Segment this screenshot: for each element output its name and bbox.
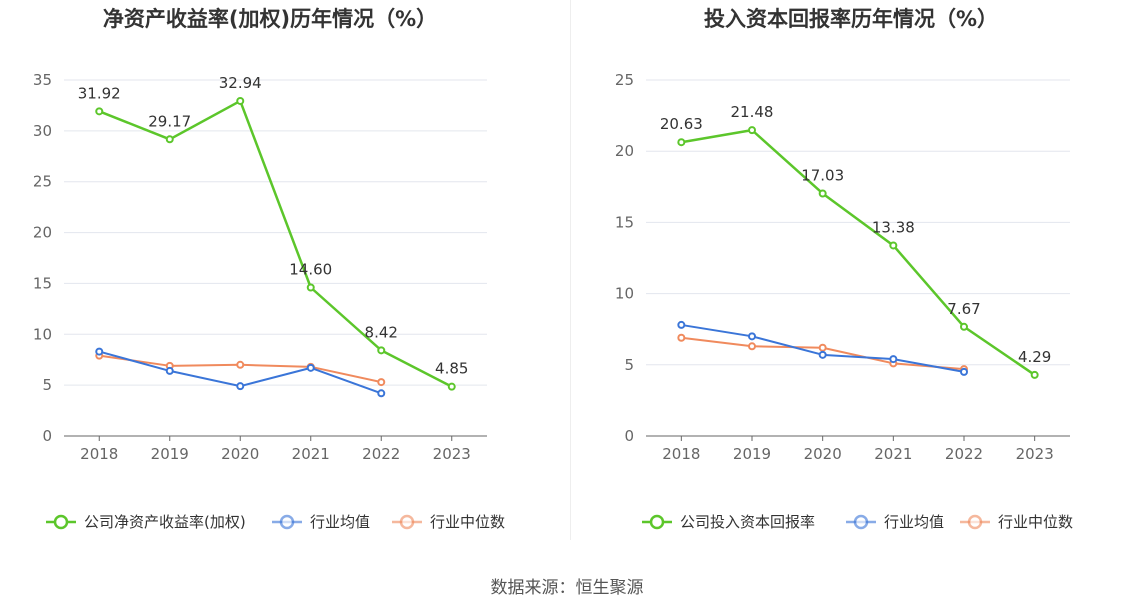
- roe-legend-item-industry_median: 行业中位数: [392, 513, 505, 531]
- roe-x-tick-label: 2020: [221, 445, 259, 463]
- roic-legend-marker-icon: [649, 514, 665, 530]
- chart-divider: [570, 0, 571, 540]
- roe-point-industry_avg: [95, 347, 104, 356]
- roe-point-industry_avg: [236, 382, 245, 391]
- roe-point-industry_median: [236, 360, 245, 369]
- roic-point-industry_avg: [748, 332, 756, 341]
- roe-y-tick-label: 35: [33, 71, 52, 89]
- roe-x-tick-label: 2019: [151, 445, 189, 463]
- roe-y-tick-label: 10: [33, 325, 52, 343]
- roe-point-company: [165, 135, 174, 144]
- roic-point-company: [677, 138, 686, 147]
- roic-data-label: 17.03: [801, 166, 844, 184]
- roic-point-industry_median: [748, 342, 756, 351]
- roic-point-industry_avg: [960, 367, 968, 376]
- roe-chart: 净资产收益率(加权)历年情况（%） 0 5 10 15 20 25 30 35 2018 2019 2…: [33, 7, 505, 531]
- roe-data-label: 4.85: [435, 360, 468, 378]
- roe-point-company: [236, 96, 245, 105]
- roe-x-tick-label: 2018: [80, 445, 118, 463]
- roic-y-tick-label: 5: [624, 356, 634, 374]
- roic-data-label: 21.48: [731, 103, 774, 121]
- roe-data-label: 32.94: [219, 74, 262, 92]
- roic-data-label: 20.63: [660, 115, 703, 133]
- roe-data-label: 14.60: [289, 260, 332, 278]
- roe-point-industry_avg: [306, 363, 315, 372]
- roic-x-tick-label: 2018: [662, 445, 700, 463]
- roe-y-tick-label: 30: [33, 122, 52, 140]
- roic-y-tick-label: 15: [615, 213, 634, 231]
- roe-legend-label: 行业均值: [310, 513, 370, 531]
- roic-y-tick-label: 20: [615, 142, 634, 160]
- roic-legend-marker-icon: [967, 514, 983, 530]
- roe-legend-marker-icon: [279, 514, 295, 530]
- roic-x-tick-label: 2023: [1016, 445, 1054, 463]
- roic-legend-label: 行业均值: [884, 513, 944, 531]
- roe-point-company: [95, 107, 104, 116]
- roic-legend-item-company: 公司投入资本回报率: [642, 513, 815, 531]
- roe-legend-item-industry_avg: 行业均值: [272, 513, 370, 531]
- roe-point-industry_avg: [377, 389, 386, 398]
- roic-point-industry_avg: [818, 350, 827, 359]
- roic-point-company: [889, 241, 898, 250]
- roic-data-label: 4.29: [1018, 348, 1051, 366]
- data-source-caption: 数据来源：恒生聚源: [490, 578, 644, 598]
- roe-x-tick-label: 2023: [433, 445, 471, 463]
- roe-x-tick-label: 2021: [292, 445, 330, 463]
- roe-legend-marker-icon: [399, 514, 415, 530]
- roe-data-label: 29.17: [148, 112, 191, 130]
- roe-y-tick-label: 20: [33, 224, 52, 242]
- roic-point-company: [960, 322, 968, 331]
- roic-y-tick-label: 0: [624, 427, 634, 445]
- roe-point-industry_avg: [165, 366, 174, 375]
- roe-point-company: [377, 346, 386, 355]
- roic-legend-marker-icon: [853, 514, 869, 530]
- roic-point-industry_median: [677, 333, 686, 342]
- roic-legend-item-industry_avg: 行业均值: [846, 513, 944, 531]
- roic-y-tick-label: 25: [615, 71, 634, 89]
- roe-chart-title: 净资产收益率(加权)历年情况（%）: [103, 7, 437, 31]
- roic-x-tick-label: 2022: [945, 445, 983, 463]
- roic-data-label: 7.67: [947, 300, 980, 318]
- roe-point-company: [306, 283, 315, 292]
- roe-y-tick-label: 5: [42, 376, 52, 394]
- roic-chart: 投入资本回报率历年情况（%） 0 5 10 15 20 25 2018 2019 2020 2021…: [615, 7, 1073, 531]
- roic-point-industry_median: [818, 343, 827, 352]
- roic-data-label: 13.38: [872, 218, 915, 236]
- roe-point-industry_median: [377, 378, 386, 387]
- roic-series-line-company: [681, 128, 1036, 376]
- roic-x-tick-label: 2021: [874, 445, 912, 463]
- roe-legend-label: 行业中位数: [430, 513, 505, 531]
- roe-point-company: [447, 382, 456, 391]
- roe-data-label: 8.42: [365, 323, 398, 341]
- roe-legend-label: 公司净资产收益率(加权): [84, 513, 246, 531]
- roic-point-industry_avg: [677, 320, 686, 329]
- roic-legend-label: 行业中位数: [998, 513, 1073, 531]
- roe-legend-marker-icon: [53, 514, 69, 530]
- roe-series-line-company: [98, 99, 453, 388]
- roe-data-label: 31.92: [78, 84, 121, 102]
- roic-point-company: [818, 189, 827, 198]
- roic-y-tick-label: 10: [615, 285, 634, 303]
- roic-legend-item-industry_median: 行业中位数: [960, 513, 1073, 531]
- roe-y-tick-label: 0: [42, 427, 52, 445]
- roic-chart-title: 投入资本回报率历年情况（%）: [704, 7, 998, 31]
- roic-x-tick-label: 2020: [804, 445, 842, 463]
- roe-y-tick-label: 25: [33, 173, 52, 191]
- roic-legend-label: 公司投入资本回报率: [680, 513, 815, 531]
- roic-point-company: [1030, 370, 1039, 379]
- roe-x-tick-label: 2022: [362, 445, 400, 463]
- roic-x-tick-label: 2019: [733, 445, 771, 463]
- roe-legend-item-company: 公司净资产收益率(加权): [46, 513, 246, 531]
- roe-y-tick-label: 15: [33, 274, 52, 292]
- roic-point-industry_avg: [889, 355, 898, 364]
- roic-point-company: [748, 126, 756, 135]
